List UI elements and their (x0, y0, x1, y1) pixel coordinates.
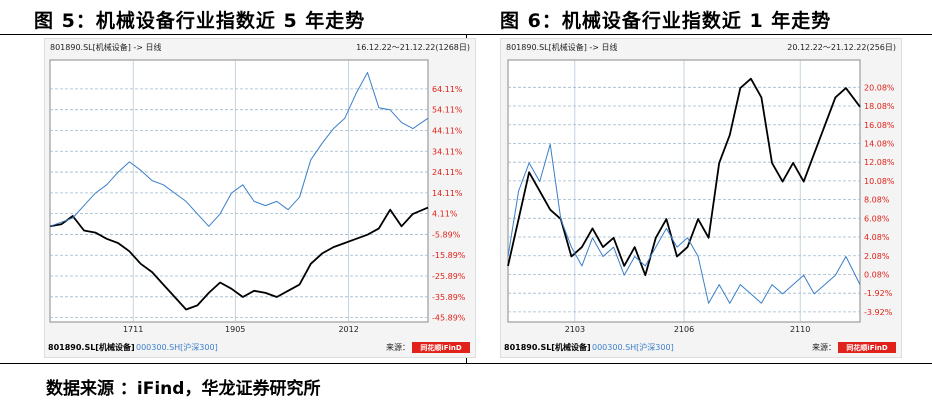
y-tick-label: -15.89% (432, 251, 466, 260)
chart-panel-5y: 801890.SL[机械设备] -> 日线 16.12.22～21.12.22(1… (43, 37, 477, 359)
legend-item-industry: 801890.SL[机械设备] (504, 342, 591, 352)
y-tick-label: -3.92% (864, 308, 893, 317)
y-tick-label: -35.89% (432, 293, 466, 302)
y-tick-label: 18.08% (864, 102, 895, 111)
y-tick-label: 44.11% (432, 126, 463, 135)
plot-area (49, 59, 429, 323)
legend-item-benchmark: 000300.SH[沪深300] (592, 342, 674, 352)
chart-header-left: 801890.SL[机械设备] -> 日线 (50, 42, 162, 52)
x-tick-label: 1905 (225, 325, 245, 334)
ifind-logo (838, 342, 896, 353)
y-tick-label: 64.11% (432, 85, 463, 94)
figure-5-title: 图 5：机械设备行业指数近 5 年走势 (34, 10, 366, 32)
y-tick-label: 16.08% (864, 121, 895, 130)
ifind-logo (412, 342, 470, 353)
y-tick-label: 54.11% (432, 106, 463, 115)
y-tick-label: 4.11% (432, 210, 458, 219)
y-tick-label: 24.11% (432, 168, 463, 177)
y-tick-label: 12.08% (864, 158, 895, 167)
x-tick-label: 1711 (123, 325, 143, 334)
y-tick-label: -5.89% (432, 230, 461, 239)
x-tick-label: 2012 (338, 325, 358, 334)
series-line-industry (49, 206, 429, 311)
ifind-logo-text: 同花顺iFinD (846, 343, 888, 352)
chart-header-left: 801890.SL[机械设备] -> 日线 (506, 42, 618, 52)
y-tick-label: 20.08% (864, 83, 895, 92)
figure-6-title: 图 6：机械设备行业指数近 1 年走势 (500, 10, 832, 32)
y-tick-label: 10.08% (864, 177, 895, 186)
y-tick-label: -25.89% (432, 272, 466, 281)
y-tick-label: 4.08% (864, 233, 890, 242)
chart-header-right: 16.12.22～21.12.22(1268日) (356, 43, 470, 52)
y-tick-label: 8.08% (864, 196, 890, 205)
x-tick-label: 2103 (565, 325, 585, 334)
source-label: 来源： (386, 343, 410, 352)
chart-panel-1y: 801890.SL[机械设备] -> 日线 20.12.22～21.12.22(2… (499, 37, 903, 359)
source-note: 数据来源 ：iFind，华龙证券研究所 (46, 379, 321, 399)
bottom-rule (0, 363, 932, 364)
y-tick-label: 14.08% (864, 139, 895, 148)
y-tick-label: -1.92% (864, 289, 893, 298)
series-line-benchmark (49, 72, 429, 227)
x-tick-label: 2110 (790, 325, 810, 334)
y-tick-label: 6.08% (864, 214, 890, 223)
y-tick-label: 2.08% (864, 252, 890, 261)
y-tick-label: 34.11% (432, 147, 463, 156)
x-tick-label: 2106 (674, 325, 694, 334)
source-label: 来源： (812, 343, 836, 352)
chart-header-right: 20.12.22～21.12.22(256日) (787, 43, 896, 52)
y-tick-label: -45.89% (432, 314, 466, 323)
legend-item-benchmark: 000300.SH[沪深300] (136, 342, 218, 352)
chart-1y-svg: 801890.SL[机械设备] -> 日线 20.12.22～21.12.22(2… (499, 37, 903, 359)
y-tick-label: 0.08% (864, 270, 890, 279)
chart-5y-svg: 801890.SL[机械设备] -> 日线 16.12.22～21.12.22(1… (43, 37, 477, 359)
series-line-benchmark (507, 143, 861, 304)
y-tick-label: 14.11% (432, 189, 463, 198)
series-line-industry (507, 77, 861, 277)
ifind-logo-text: 同花顺iFinD (420, 343, 462, 352)
legend-item-industry: 801890.SL[机械设备] (48, 342, 135, 352)
